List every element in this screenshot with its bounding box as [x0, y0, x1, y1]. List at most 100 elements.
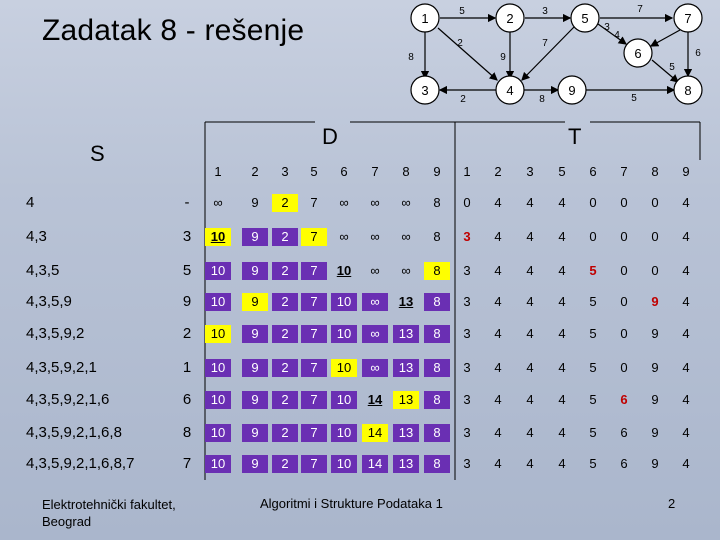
- node-label: 3: [421, 83, 428, 98]
- t-cell: 0: [589, 229, 597, 244]
- t-cell: 4: [526, 326, 534, 341]
- d-cell: 8: [424, 262, 450, 280]
- t-cell: 4: [682, 326, 690, 341]
- t-cell: 4: [494, 425, 502, 440]
- d-cell: 8: [424, 325, 450, 343]
- d-cell: 7: [301, 391, 327, 409]
- t-cell: 5: [589, 294, 597, 309]
- d-cell: ∞: [370, 263, 380, 278]
- d-cell: 10: [331, 325, 357, 343]
- d-cell: ∞: [362, 325, 388, 343]
- t-cell: 4: [494, 392, 502, 407]
- s-cell: 4,3,5,9,2,1,6,8,7: [26, 455, 135, 472]
- t-cell: 0: [620, 294, 628, 309]
- d-column-header: 2: [251, 164, 259, 179]
- d-cell: 9: [242, 293, 268, 311]
- t-cell: 4: [526, 229, 534, 244]
- t-column-header: 6: [589, 164, 597, 179]
- s-cell: 4,3: [26, 228, 47, 245]
- d-cell: ∞: [339, 229, 349, 244]
- d-cell: 8: [424, 424, 450, 442]
- t-cell: 4: [494, 456, 502, 471]
- t-cell: 4: [526, 425, 534, 440]
- d-cell: ∞: [370, 195, 380, 210]
- d-column-header: 7: [371, 164, 379, 179]
- edge-weight: 5: [459, 6, 465, 17]
- t-cell: 3: [463, 425, 471, 440]
- t-cell: 4: [682, 229, 690, 244]
- d-cell: ∞: [370, 229, 380, 244]
- d-cell: 13: [393, 424, 419, 442]
- t-column-header: 2: [494, 164, 502, 179]
- d-cell: 9: [242, 262, 268, 280]
- d-cell: 10: [205, 359, 231, 377]
- t-cell: 0: [620, 326, 628, 341]
- d-cell: 10: [205, 262, 231, 280]
- node-5: [570, 3, 600, 33]
- d-cell: 7: [310, 195, 318, 210]
- d-cell: 7: [301, 293, 327, 311]
- footer-institution: Elektrotehnički fakultet, Beograd: [42, 496, 176, 530]
- t-cell: 6: [620, 392, 628, 407]
- t-cell: 5: [589, 263, 597, 278]
- d-cell: 9: [251, 195, 259, 210]
- t-cell: 4: [526, 392, 534, 407]
- t-cell: 4: [526, 263, 534, 278]
- d-column-header: 8: [402, 164, 410, 179]
- edge-weight: 3: [604, 22, 610, 33]
- t-cell: 4: [558, 229, 566, 244]
- d-cell: 10: [205, 391, 231, 409]
- d-column-header: 3: [281, 164, 289, 179]
- t-cell: 3: [463, 294, 471, 309]
- s-header: S: [90, 141, 105, 166]
- t-cell: 0: [620, 263, 628, 278]
- t-cell: 5: [589, 326, 597, 341]
- d-cell: 10: [331, 455, 357, 473]
- edge-weight: 4: [614, 30, 620, 41]
- d-cell: 7: [301, 424, 327, 442]
- d-cell: ∞: [339, 195, 349, 210]
- d-cell: 14: [362, 455, 388, 473]
- edge-weight: 8: [539, 94, 545, 105]
- t-cell: 0: [620, 360, 628, 375]
- t-cell: 3: [463, 392, 471, 407]
- d-cell: 9: [242, 391, 268, 409]
- t-cell: 9: [651, 425, 659, 440]
- d-cell: 2: [272, 325, 298, 343]
- footer-course: Algoritmi i Strukture Podataka 1: [260, 496, 443, 511]
- d-column-header: 5: [310, 164, 318, 179]
- d-cell: 9: [242, 359, 268, 377]
- d-cell: ∞: [401, 263, 411, 278]
- d-cell: 10: [205, 325, 231, 343]
- t-cell: 5: [589, 360, 597, 375]
- d-cell: 13: [393, 455, 419, 473]
- t-cell: 4: [558, 263, 566, 278]
- d-cell: 14: [367, 392, 383, 407]
- node-2: [495, 3, 525, 33]
- page-number: 2: [668, 496, 676, 511]
- d-cell: 2: [272, 262, 298, 280]
- t-cell: 3: [463, 360, 471, 375]
- t-cell: 4: [558, 326, 566, 341]
- d-cell: 9: [242, 455, 268, 473]
- node-label: 1: [421, 11, 428, 26]
- graph-diagram: 1 2 5 7 3 4 9 8 6 5 3 7 8 2 9 7 3 4 6 5 …: [408, 3, 703, 105]
- d-cell: ∞: [362, 359, 388, 377]
- d-cell: ∞: [401, 229, 411, 244]
- d-cell: ∞: [362, 293, 388, 311]
- t-cell: 4: [494, 326, 502, 341]
- d-cell: 9: [242, 325, 268, 343]
- edge-6-8: [651, 59, 679, 83]
- t-cell: 4: [494, 195, 502, 210]
- edge-weight: 9: [500, 52, 506, 63]
- selected-node: 3: [182, 228, 192, 245]
- d-cell: 10: [205, 455, 231, 473]
- t-cell: 3: [463, 263, 471, 278]
- selected-node: 8: [182, 424, 192, 441]
- t-cell: 4: [494, 294, 502, 309]
- edge-weight: 7: [637, 4, 643, 15]
- node-label: 4: [506, 83, 513, 98]
- edge-5-4: [521, 25, 576, 81]
- selected-node: 7: [182, 455, 192, 472]
- t-cell: 3: [463, 326, 471, 341]
